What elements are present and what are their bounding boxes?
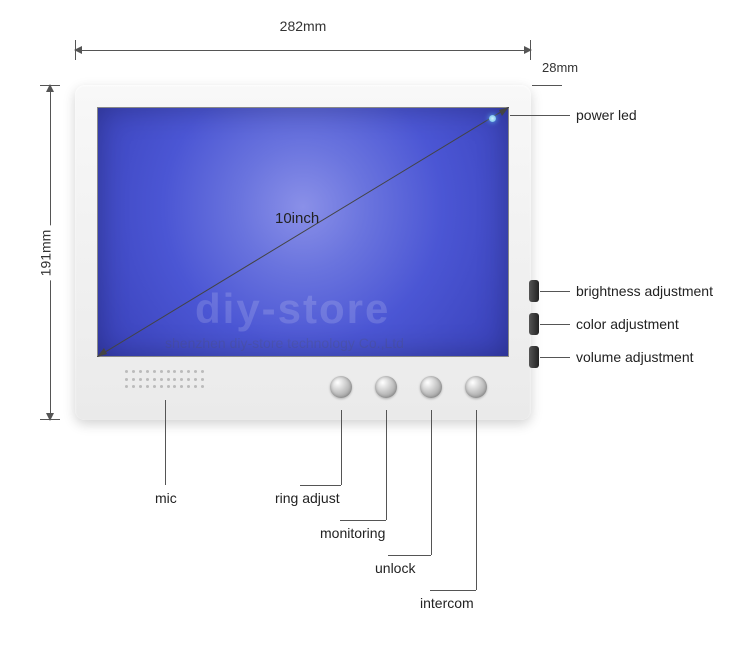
dim-depth-label: 28mm: [542, 60, 578, 75]
leader-power-led: [510, 115, 570, 116]
leader-unlock-h: [388, 555, 431, 556]
label-color: color adjustment: [576, 316, 679, 332]
leader-ring-h: [300, 485, 341, 486]
leader-monitoring: [386, 410, 387, 520]
leader-ring: [341, 410, 342, 485]
label-ring: ring adjust: [275, 490, 340, 506]
leader-color: [540, 324, 570, 325]
dimension-width: 282mm: [75, 40, 531, 60]
device-screen: [97, 107, 509, 357]
label-mic: mic: [155, 490, 177, 506]
button-monitoring[interactable]: [375, 376, 397, 398]
power-led-icon: [489, 115, 496, 122]
label-power-led: power led: [576, 107, 637, 123]
label-monitoring: monitoring: [320, 525, 385, 541]
button-intercom[interactable]: [465, 376, 487, 398]
label-volume: volume adjustment: [576, 349, 694, 365]
knob-volume[interactable]: [529, 346, 539, 368]
label-unlock: unlock: [375, 560, 415, 576]
leader-volume: [540, 357, 570, 358]
mic-grille: [125, 370, 205, 390]
label-intercom: intercom: [420, 595, 474, 611]
leader-intercom: [476, 410, 477, 590]
diagonal-label: 10inch: [275, 210, 319, 227]
leader-monitoring-h: [340, 520, 386, 521]
leader-intercom-h: [430, 590, 476, 591]
button-unlock[interactable]: [420, 376, 442, 398]
button-ring-adjust[interactable]: [330, 376, 352, 398]
dim-width-label: 282mm: [276, 18, 331, 34]
leader-mic: [165, 400, 166, 485]
dimension-height: 191mm: [40, 85, 60, 420]
dim-height-label: 191mm: [37, 225, 53, 280]
device-monitor: 10inch diy-store shenzhen diy-store tech…: [75, 85, 531, 420]
knob-brightness[interactable]: [529, 280, 539, 302]
leader-unlock: [431, 410, 432, 555]
leader-brightness: [540, 291, 570, 292]
label-brightness: brightness adjustment: [576, 283, 713, 299]
knob-color[interactable]: [529, 313, 539, 335]
